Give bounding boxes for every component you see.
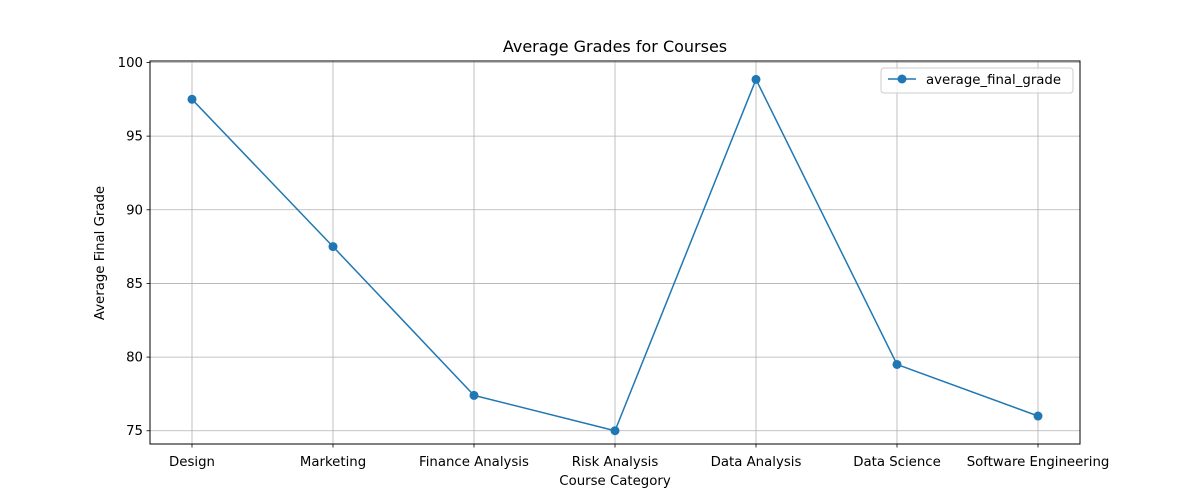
data-point bbox=[1033, 411, 1043, 421]
grid-lines bbox=[150, 61, 1080, 444]
x-tick-label: Data Analysis bbox=[711, 455, 802, 470]
x-tick-label: Software Engineering bbox=[967, 455, 1110, 470]
y-tick-label: 80 bbox=[126, 351, 143, 366]
legend-box bbox=[880, 67, 1074, 94]
y-tick-label: 95 bbox=[126, 130, 143, 145]
chart-title: Average Grades for Courses bbox=[503, 37, 727, 56]
data-point bbox=[328, 242, 338, 252]
y-tick-label: 90 bbox=[126, 203, 143, 218]
y-axis-ticks: 75 80 85 90 95 100 bbox=[118, 56, 150, 439]
y-tick-label: 100 bbox=[118, 56, 143, 71]
y-tick-label: 85 bbox=[126, 277, 143, 292]
x-tick-label: Marketing bbox=[300, 455, 366, 470]
data-point bbox=[187, 94, 197, 104]
x-axis-label: Course Category bbox=[559, 474, 671, 489]
x-tick-label: Risk Analysis bbox=[572, 455, 659, 470]
legend-label: average_final_grade bbox=[926, 73, 1061, 88]
x-tick-label: Data Science bbox=[853, 455, 941, 470]
legend: average_final_grade bbox=[880, 67, 1074, 94]
legend-marker bbox=[897, 74, 907, 84]
x-tick-label: Design bbox=[169, 455, 215, 470]
data-point bbox=[610, 426, 620, 436]
data-point bbox=[892, 359, 902, 369]
y-tick-label: 75 bbox=[126, 424, 143, 439]
data-point bbox=[751, 74, 761, 84]
data-point bbox=[469, 390, 479, 400]
series-layer bbox=[187, 74, 1043, 436]
y-axis-label: Average Final Grade bbox=[93, 186, 108, 320]
x-tick-label: Finance Analysis bbox=[419, 455, 529, 470]
x-axis-ticks: Design Marketing Finance Analysis Risk Anal… bbox=[169, 444, 1109, 470]
